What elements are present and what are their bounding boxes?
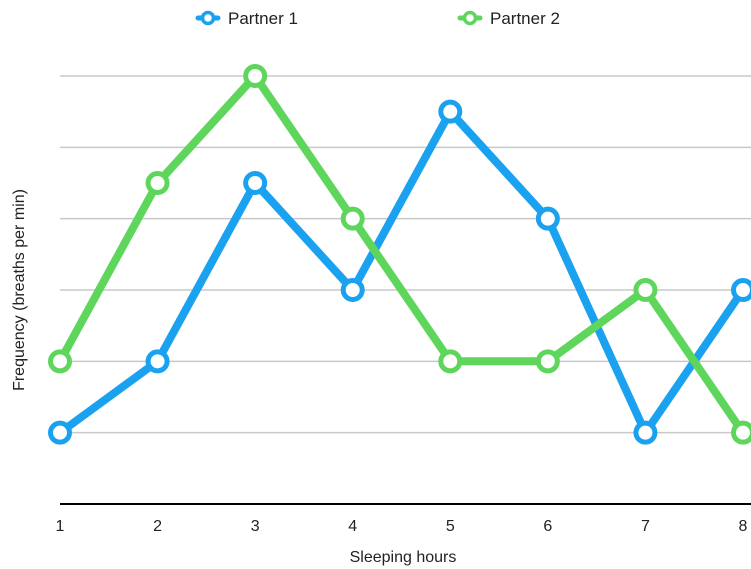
chart-legend: Partner 1 Partner 2: [195, 9, 560, 28]
x-tick-label: 7: [641, 518, 650, 535]
legend-swatch-marker: [200, 10, 216, 26]
data-point: [731, 278, 751, 302]
data-point: [535, 349, 560, 374]
gridlines: [60, 75, 751, 434]
legend-swatch-marker: [462, 10, 478, 26]
x-tick-label: 3: [251, 518, 260, 535]
data-point: [48, 420, 72, 445]
legend-item-2: Partner 2: [457, 9, 560, 28]
y-axis-title: Frequency (breaths per min): [11, 189, 28, 391]
data-point: [243, 171, 268, 195]
data-point: [243, 64, 268, 88]
series-line: [56, 72, 747, 437]
x-tick-label: 1: [56, 518, 65, 535]
x-tick-label: 8: [739, 518, 748, 535]
series-line: [56, 107, 747, 437]
x-tick-label: 4: [348, 518, 357, 535]
data-point: [633, 278, 658, 302]
x-tick-label: 6: [543, 518, 552, 535]
data-point: [145, 349, 170, 374]
data-point: [48, 349, 72, 374]
legend-label: Partner 1: [228, 9, 298, 28]
x-tick-label: 5: [446, 518, 455, 535]
legend-label: Partner 2: [490, 9, 560, 28]
data-point: [145, 171, 170, 195]
x-axis-title: Sleeping hours: [350, 549, 457, 566]
data-point: [340, 206, 365, 231]
data-point: [438, 349, 463, 374]
data-point: [535, 206, 560, 231]
x-tick-labels: 1 2 3 4 5 6 7 8: [56, 518, 748, 535]
series-2: [48, 64, 751, 445]
data-point: [731, 420, 751, 445]
data-point: [633, 420, 658, 445]
legend-item-1: Partner 1: [195, 9, 298, 28]
x-tick-label: 2: [153, 518, 162, 535]
data-point: [340, 278, 365, 302]
series-1: [48, 99, 751, 445]
data-point: [438, 99, 463, 124]
series-layer: [48, 64, 751, 445]
